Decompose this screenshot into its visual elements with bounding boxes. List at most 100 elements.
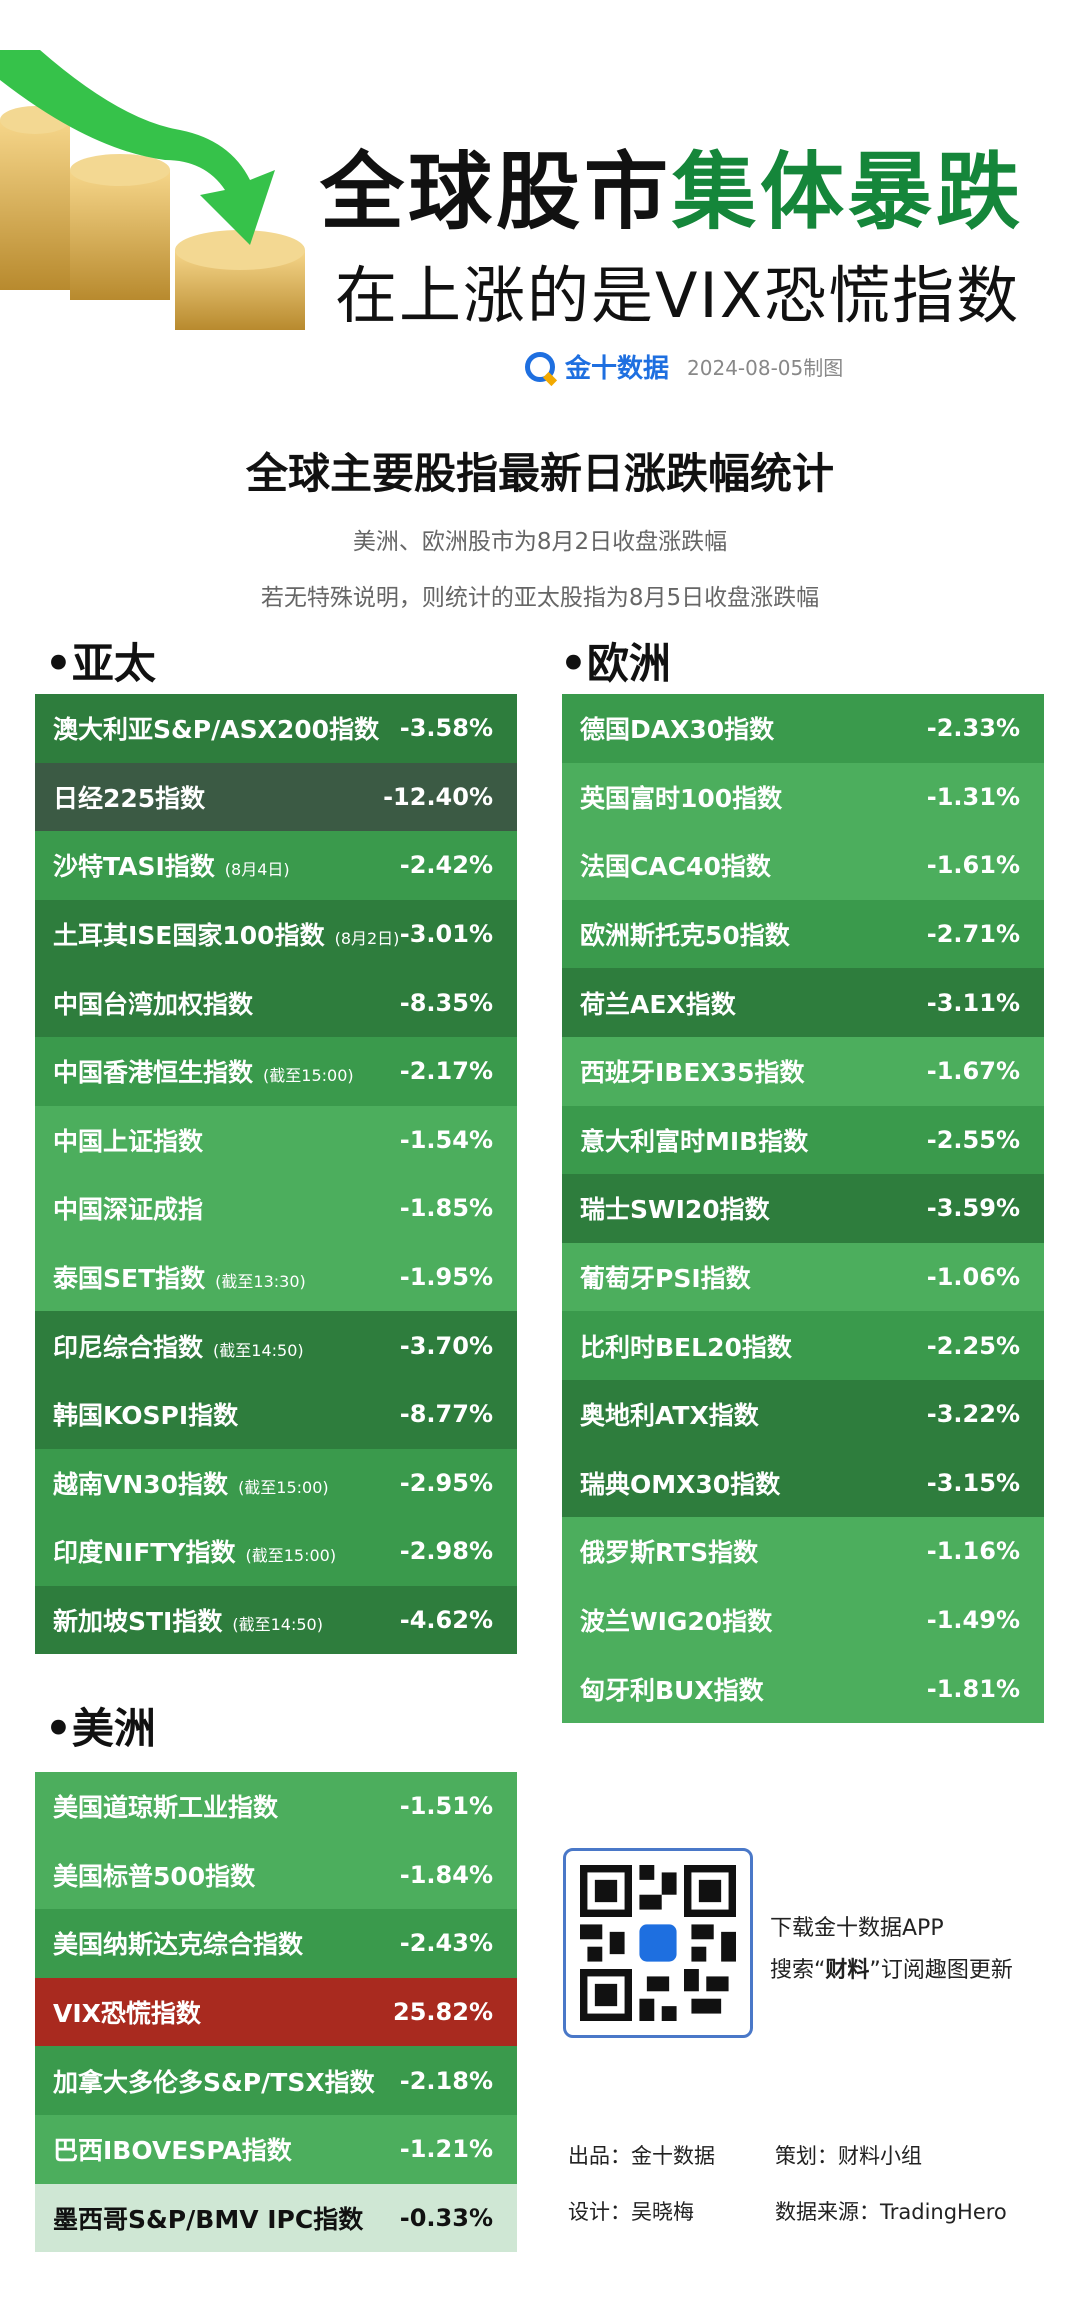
index-name: 巴西IBOVESPA指数: [53, 2136, 292, 2166]
index-row: 中国台湾加权指数 -8.35%: [35, 968, 517, 1037]
index-note: (截至15:00): [238, 1477, 329, 1497]
index-row: 美国道琼斯工业指数 -1.51%: [35, 1772, 517, 1841]
index-change: -1.61%: [926, 851, 1020, 880]
index-change: -8.77%: [399, 1400, 493, 1429]
index-note: (截至13:30): [215, 1272, 306, 1292]
index-note: (截至14:50): [232, 1615, 323, 1635]
index-row: 泰国SET指数 (截至13:30) -1.95%: [35, 1242, 517, 1312]
index-change: -1.49%: [926, 1606, 1020, 1635]
index-row: 韩国KOSPI指数 -8.77%: [35, 1379, 517, 1449]
index-row: 欧洲斯托克50指数 -2.71%: [562, 899, 1044, 969]
index-name: 瑞典OMX30指数: [580, 1469, 781, 1499]
index-change: -12.40%: [383, 782, 493, 811]
index-name: 中国上证指数: [53, 1126, 204, 1156]
brand-logo-icon: [525, 351, 555, 382]
app-line-2: 搜索“财料”订阅趣图更新: [770, 1958, 1013, 1983]
index-change: -1.16%: [926, 1537, 1020, 1566]
index-name: 欧洲斯托克50指数: [580, 921, 790, 951]
index-row: 日经225指数 -12.40%: [35, 762, 517, 832]
index-change: 25.82%: [393, 1998, 493, 2027]
index-change: -2.98%: [399, 1537, 493, 1566]
index-name: 瑞士SWI20指数: [580, 1195, 770, 1225]
index-name: 波兰WIG20指数: [580, 1607, 773, 1637]
index-change: -2.95%: [399, 1468, 493, 1497]
index-change: -2.17%: [399, 1057, 493, 1086]
index-name: 印尼综合指数 (截至14:50): [53, 1332, 304, 1362]
index-change: -1.85%: [399, 1194, 493, 1223]
index-change: -3.58%: [399, 714, 493, 743]
index-name: 匈牙利BUX指数: [580, 1675, 764, 1705]
made-date: 2024-08-05制图: [687, 356, 844, 380]
index-name: 比利时BEL20指数: [580, 1332, 792, 1362]
index-row: 巴西IBOVESPA指数 -1.21%: [35, 2114, 517, 2184]
index-note: (截至15:00): [263, 1066, 354, 1086]
main-subtitle: 在上涨的是VIX恐慌指数: [335, 259, 1021, 332]
index-name: 英国富时100指数: [580, 783, 783, 813]
index-change: -0.33%: [399, 2203, 493, 2232]
app-line-1: 下载金十数据APP: [770, 1916, 944, 1941]
hero-header: 全球股市集体暴跌 在上涨的是VIX恐慌指数 金十数据 2024-08-05制图: [0, 0, 1080, 400]
index-row: 俄罗斯RTS指数 -1.16%: [562, 1517, 1044, 1586]
index-change: -1.81%: [926, 1674, 1020, 1703]
index-name: 葡萄牙PSI指数: [580, 1264, 751, 1294]
index-row: 瑞士SWI20指数 -3.59%: [562, 1174, 1044, 1243]
index-change: -3.22%: [926, 1400, 1020, 1429]
index-row: 美国标普500指数 -1.84%: [35, 1840, 517, 1910]
index-change: -1.21%: [399, 2135, 493, 2164]
index-name: 美国道琼斯工业指数: [53, 1793, 279, 1823]
index-row: 波兰WIG20指数 -1.49%: [562, 1585, 1044, 1655]
index-row: 比利时BEL20指数 -2.25%: [562, 1311, 1044, 1380]
app-download-text: 下载金十数据APP 搜索“财料”订阅趣图更新: [770, 1908, 1013, 1992]
index-name: 新加坡STI指数 (截至14:50): [53, 1607, 323, 1637]
index-change: -2.55%: [926, 1125, 1020, 1154]
index-name: 意大利富时MIB指数: [580, 1126, 809, 1156]
index-row: 荷兰AEX指数 -3.11%: [562, 968, 1044, 1037]
index-row: 墨西哥S&P/BMV IPC指数 -0.33%: [35, 2183, 517, 2253]
credit-line: 金十数据 2024-08-05制图: [525, 348, 843, 385]
index-row: 新加坡STI指数 (截至14:50) -4.62%: [35, 1585, 517, 1655]
index-row: VIX恐慌指数 25.82%: [35, 1977, 517, 2047]
app-qr-code[interactable]: [563, 1848, 753, 2038]
index-row: 沙特TASI指数 (8月4日) -2.42%: [35, 831, 517, 900]
index-row: 中国香港恒生指数 (截至15:00) -2.17%: [35, 1036, 517, 1106]
note-line-1: 美洲、欧洲股市为8月2日收盘涨跌幅: [352, 529, 728, 555]
index-change: -8.35%: [399, 988, 493, 1017]
index-change: -1.06%: [926, 1263, 1020, 1292]
chart-title: 全球主要股指最新日涨跌幅统计: [245, 449, 834, 498]
index-change: -2.25%: [926, 1331, 1020, 1360]
index-row: 中国上证指数 -1.54%: [35, 1105, 517, 1175]
americas-index-table: 美国道琼斯工业指数 -1.51% 美国标普500指数 -1.84% 美国纳斯达克综合指数…: [35, 1772, 517, 2253]
index-change: -2.33%: [926, 714, 1020, 743]
index-change: -3.70%: [399, 1331, 493, 1360]
index-name: 荷兰AEX指数: [580, 989, 736, 1019]
index-name: 中国香港恒生指数 (截至15:00): [53, 1058, 354, 1088]
index-row: 印尼综合指数 (截至14:50) -3.70%: [35, 1311, 517, 1380]
brand-name: 金十数据: [565, 354, 670, 384]
index-row: 中国深证成指 -1.85%: [35, 1174, 517, 1243]
falling-coins-illustration: [0, 50, 305, 330]
index-change: -3.15%: [926, 1468, 1020, 1497]
index-name: 俄罗斯RTS指数: [580, 1538, 759, 1568]
index-change: -3.11%: [926, 988, 1020, 1017]
index-name: 泰国SET指数 (截至13:30): [53, 1264, 306, 1294]
index-row: 葡萄牙PSI指数 -1.06%: [562, 1242, 1044, 1312]
index-change: -2.43%: [399, 1929, 493, 1958]
index-name: 法国CAC40指数: [580, 852, 771, 882]
index-change: -3.59%: [926, 1194, 1020, 1223]
index-row: 印度NIFTY指数 (截至15:00) -2.98%: [35, 1517, 517, 1586]
asia-index-table: 澳大利亚S&P/ASX200指数 -3.58% 日经225指数 -12.40% 沙特TA…: [35, 694, 517, 1655]
index-change: -1.54%: [399, 1125, 493, 1154]
index-name: 加拿大多伦多S&P/TSX指数: [53, 2067, 375, 2097]
index-change: -1.84%: [399, 1860, 493, 1889]
data-source: 数据来源：TradingHero: [775, 2200, 1007, 2224]
producer: 出品：金十数据: [568, 2144, 715, 2168]
index-name: 越南VN30指数 (截至15:00): [53, 1469, 329, 1499]
index-name: 韩国KOSPI指数: [53, 1401, 239, 1431]
index-row: 土耳其ISE国家100指数 (8月2日) -3.01%: [35, 899, 517, 969]
index-name: 澳大利亚S&P/ASX200指数: [53, 715, 380, 745]
index-name: 沙特TASI指数 (8月4日): [53, 852, 290, 882]
index-note: (截至15:00): [245, 1546, 337, 1566]
index-row: 德国DAX30指数 -2.33%: [562, 694, 1044, 763]
index-change: -3.01%: [399, 920, 493, 949]
index-name: 土耳其ISE国家100指数 (8月2日): [53, 921, 400, 951]
